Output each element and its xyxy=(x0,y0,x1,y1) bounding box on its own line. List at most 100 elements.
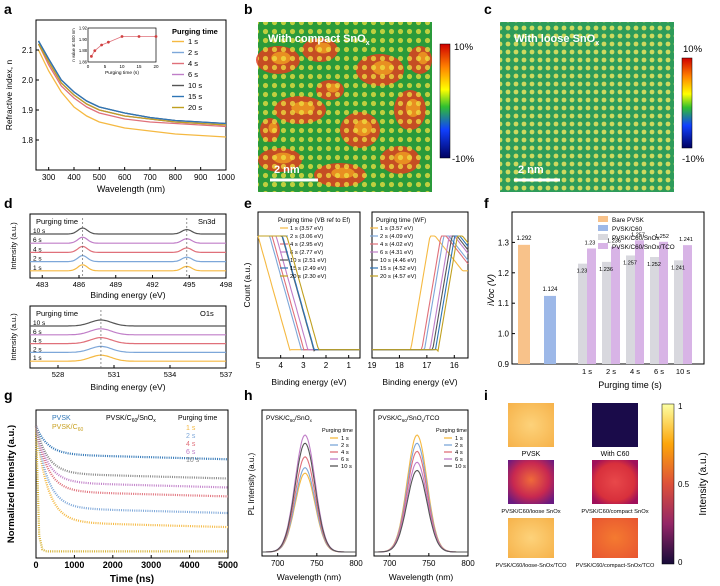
panel-a-xtick-label: 600 xyxy=(118,173,132,182)
panel-e-legend-label: 4 s (2.95 eV) xyxy=(290,242,323,248)
panel-d-curve-label: 4 s xyxy=(33,246,42,253)
panel-a-line-4s xyxy=(37,43,227,128)
pl-map-compact-snox xyxy=(592,460,638,504)
panel-h-legend-label: 2 s xyxy=(455,443,463,449)
panel-d-xtick-label: 498 xyxy=(220,280,233,289)
panel-f-bar-value: 1.292 xyxy=(516,236,532,242)
panel-h-xtick-label: 700 xyxy=(271,559,285,568)
panel-g-legend-label: 2 s xyxy=(186,433,196,440)
panel-d-tag-top: Sn3d xyxy=(198,217,216,226)
panel-e-right-series: 1 s (3.57 eV) 2 s (4.09 eV) 4 s (4.02 eV) 6… xyxy=(368,226,469,370)
panel-a-inset-xtick: 0 xyxy=(87,64,90,69)
panel-d-curve-2s xyxy=(30,254,226,263)
panel-c-scalebar-label: 2 nm xyxy=(518,164,544,176)
panel-g-series-10s xyxy=(34,425,229,480)
panel-f-legend: Bare PVSK PVSK/C60 PVSK/C60/SnOx PVSK/C60/S… xyxy=(598,216,675,251)
panel-d-curve-label: 6 s xyxy=(33,329,42,336)
panel-d-legend-title-bottom: Purging time xyxy=(36,309,78,318)
panel-e-xtick-label: 17 xyxy=(422,361,431,370)
panel-g-legend-label: 1 s xyxy=(186,425,196,432)
panel-f-bar-value-top: 1.257 xyxy=(631,232,645,238)
panel-g-legend-snox: PVSK/C60/SnOx xyxy=(106,415,156,424)
panel-c-atom-lattice xyxy=(500,22,674,192)
panel-h-right-series: 1 s2 s4 s6 s10 s 700 750 800 xyxy=(374,434,475,568)
panel-h-left-series: 1 s2 s4 s6 s10 s 700 750 800 xyxy=(262,434,363,568)
panel-a-inset-ytick: 1.86 xyxy=(79,60,88,65)
panel-g-series-PVSK xyxy=(35,425,229,461)
panel-g-series-6s xyxy=(34,425,228,489)
panel-a-yticks: 1.8 1.9 2.0 2.1 xyxy=(22,46,39,145)
panel-f-bar-value-low: 1.257 xyxy=(623,260,637,266)
panel-d-curve-label: 1 s xyxy=(33,355,42,362)
panel-f-bar-snox-tco xyxy=(659,241,668,364)
panel-c-colorbar-bottom: -10% xyxy=(682,154,705,165)
panel-g-legend-title: Purging time xyxy=(178,415,217,422)
panel-f-legend-swatch xyxy=(598,225,608,231)
panel-d-bottom-series: 10 s 6 s 4 s2 s 1 s 528 531 534 537 xyxy=(30,310,232,379)
panel-e-legend-label: 15 s (4.52 eV) xyxy=(380,266,416,272)
panel-d-tag-bottom: O1s xyxy=(200,309,214,318)
panel-a-legend-label: 10 s xyxy=(188,81,202,90)
panel-a-inset-ylabel: n value at 500 nm xyxy=(71,28,76,62)
panel-e-legend-label: 1 s (3.57 eV) xyxy=(290,226,323,232)
panel-f-bar-snox-tco xyxy=(611,246,620,364)
panel-g-series-2s xyxy=(34,425,228,515)
panel-h-curve-10s xyxy=(374,469,468,553)
panel-a-line-1s xyxy=(37,49,227,138)
pl-map-label-compact-snox-tco: PVSK/C60/compact-SnOx/TCO xyxy=(576,563,655,569)
panel-b-scalebar-label: 2 nm xyxy=(274,164,300,176)
panel-a-xtick-label: 900 xyxy=(194,173,208,182)
panel-a-inset-point xyxy=(137,35,141,38)
panel-a-ytick-label: 1.8 xyxy=(22,136,34,145)
panel-d-xtick-label: 537 xyxy=(220,370,233,379)
panel-b-colorbar-bottom: -10% xyxy=(452,154,475,165)
panel-c-title: With loose SnOx xyxy=(514,33,599,47)
panel-d-xtick-label: 489 xyxy=(109,280,122,289)
panel-e-ylabel: Count (a.u.) xyxy=(242,262,252,307)
panel-d-curve-1s xyxy=(30,354,226,362)
panel-label-e: e xyxy=(244,195,252,211)
panel-a-ytick-label: 2.1 xyxy=(22,46,34,55)
panel-d-curve-4s xyxy=(30,337,226,345)
panel-label-c: c xyxy=(484,1,492,17)
panel-h-left-frame xyxy=(261,409,357,557)
panel-label-h: h xyxy=(244,387,253,403)
panel-a-inset-ytick: 1.88 xyxy=(79,48,88,53)
panel-i-cbar-label: Intensity (a.u.) xyxy=(698,452,709,515)
panel-d-xlabel-top: Binding energy (eV) xyxy=(90,290,165,300)
panel-d-xtick-label: 492 xyxy=(146,280,159,289)
panel-d-curve-2s xyxy=(30,345,226,353)
panel-f-xlabel: Purging time (s) xyxy=(598,380,662,390)
panel-e-xtick-label: 18 xyxy=(395,361,404,370)
panel-i: PVSK With C60 PVSK/C60/loose SnOx PVSK/C… xyxy=(496,402,709,569)
panel-e: 1 s (3.57 eV) 2 s (3.06 eV) 4 s (2.95 eV) 6… xyxy=(242,211,469,387)
panel-g-xtick-label: 5000 xyxy=(218,560,238,570)
panel-e-left-title: Purging time (VB ref to Ef) xyxy=(278,217,350,224)
panel-e-xtick-label: 16 xyxy=(450,361,459,370)
pl-map-label-pvsk: PVSK xyxy=(522,451,541,458)
panel-a-inset-point xyxy=(100,43,103,47)
pl-map-compact-snox-tco xyxy=(592,518,638,558)
panel-d-curve-4s xyxy=(30,245,226,253)
panel-h-curve-10s xyxy=(262,442,356,553)
panel-a-line-20s xyxy=(37,43,227,126)
panel-g-legend-pvsk: PVSK xyxy=(52,415,71,422)
panel-h-ylabel: PL Intensity (a.u.) xyxy=(247,452,256,515)
panel-f-bar-bare xyxy=(518,244,530,364)
panel-a-xticks: 300 400 500 600 700 800 900 1000 xyxy=(42,167,235,182)
panel-d-curve-10s xyxy=(30,227,226,235)
panel-h-right-title: PVSK/C60/SnOx/TCO xyxy=(378,415,439,423)
panel-c-colorbar-top: 10% xyxy=(683,44,703,55)
panel-g-series: 0 1000 2000 3000 4000 5000 xyxy=(33,425,238,570)
panel-e-xtick-label: 19 xyxy=(368,361,377,370)
panel-f-ytick-label: 1.1 xyxy=(498,299,510,308)
panel-f-bar-value-low: 1.23 xyxy=(577,269,588,275)
panel-g-xtick-label: 1000 xyxy=(64,560,84,570)
panel-d-curve-label: 1 s xyxy=(33,265,42,272)
pl-map-with-c60 xyxy=(592,403,638,447)
panel-h-xtick-label: 800 xyxy=(349,559,363,568)
panel-d-curve-6s xyxy=(30,236,226,244)
panel-b-colorbar xyxy=(439,43,451,159)
panel-a-inset-xtick: 10 xyxy=(119,64,125,69)
